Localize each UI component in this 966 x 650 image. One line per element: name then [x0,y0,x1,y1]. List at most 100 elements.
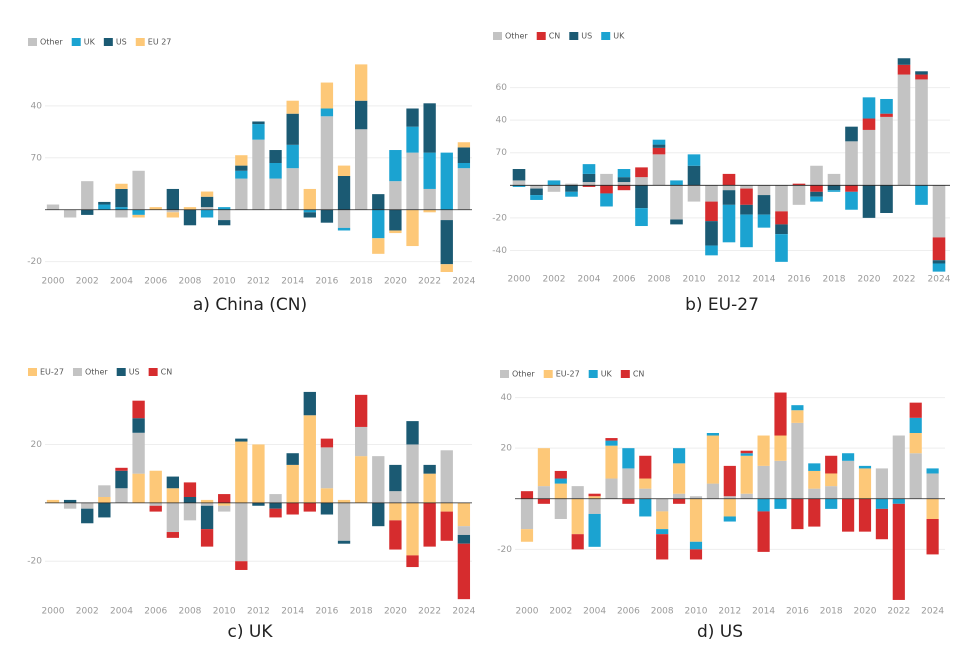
legend-label: UK [601,370,613,379]
x-tick-label: 2010 [213,607,236,617]
y-tick-label: -20 [492,213,507,223]
bar-segment [235,438,248,442]
bar-segment [354,394,368,427]
bar-segment [588,493,601,497]
bar-segment [166,476,180,489]
x-tick-label: 2004 [110,277,133,287]
bar-segment [892,503,905,600]
bar-segment [706,433,719,436]
bar-segment [115,467,128,471]
bar-segment [337,499,351,503]
bar-segment [320,502,334,515]
bar-segment [235,165,248,171]
bar-segment [457,163,471,169]
bar-segment [588,513,601,547]
x-tick-label: 2000 [508,275,531,285]
bar-segment [825,498,838,509]
legend-swatch [601,32,611,40]
bar-segment [200,191,214,197]
bar-segment [320,447,334,489]
bar-segment [825,473,838,487]
bar-segment [440,264,453,272]
bar-segment [740,214,753,248]
bar-segment [457,534,471,544]
bar-segment [652,154,666,186]
bar-segment [235,502,248,562]
legend-swatch [103,38,113,46]
caption: c) UK [228,622,274,642]
bar-segment [825,486,838,499]
bar-segment [757,498,770,512]
x-tick-label: 2008 [651,607,674,617]
bar-segment [617,177,631,183]
x-tick-label: 2012 [247,277,270,287]
bar-segment [512,185,526,187]
bar-segment [932,263,946,272]
bar-segment [440,502,453,512]
bar-segment [810,196,823,202]
y-tick-label: -20 [27,257,42,267]
bar-segment [775,211,788,225]
x-tick-label: 2010 [213,277,236,287]
legend-label: CN [633,370,645,379]
bar-segment [457,168,471,210]
bar-segment [791,410,804,423]
bar-segment [200,502,214,506]
bar-segment [635,208,648,227]
bar-segment [808,498,821,527]
bar-segment [588,498,601,514]
legend-swatch [148,368,158,376]
bar-segment [723,496,736,499]
bar-segment [200,209,214,218]
bar-segment [372,502,385,527]
bar-segment [600,173,613,186]
bar-segment [320,108,334,117]
bar-segment [98,204,111,210]
bar-segment [423,103,436,153]
bar-segment [286,453,299,465]
bar-segment [639,498,652,517]
bar-segment [810,191,823,197]
x-tick-label: 2024 [452,607,475,617]
bar-segment [183,502,197,521]
bar-segment [520,491,534,499]
x-tick-label: 2002 [76,607,99,617]
bar-segment [200,529,214,547]
bar-segment [622,468,635,499]
bar-segment [932,185,946,238]
bar-segment [673,493,686,499]
x-tick-label: 2022 [887,607,910,617]
bar-segment [337,502,351,541]
bar-segment [722,173,736,186]
bar-segment [689,549,703,560]
bar-segment [554,470,567,479]
bar-segment [200,207,214,210]
bar-segment [115,470,128,489]
bar-segment [880,113,893,117]
bar-segment [582,182,596,186]
bar-segment [252,139,265,210]
bar-segment [520,498,534,530]
bar-segment [605,445,618,479]
bar-segment [423,464,436,474]
bar-segment [200,499,214,503]
bar-segment [354,100,368,130]
bar-segment [440,152,453,210]
bar-segment [440,511,453,541]
bar-segment [354,129,368,210]
legend-label: CN [161,368,173,377]
bar-segment [565,191,578,197]
bar-segment [98,201,111,205]
bar-segment [149,470,162,503]
bar-segment [635,185,648,209]
bar-segment [372,209,385,239]
bar-segment [792,185,806,205]
bar-segment [337,175,351,210]
bar-segment [115,209,128,218]
bar-segment [337,165,351,176]
bar-segment [722,185,736,191]
y-tick-label: -20 [497,545,512,555]
bar-segment [372,238,385,254]
x-tick-label: 2002 [549,607,572,617]
bar-segment [845,191,858,210]
